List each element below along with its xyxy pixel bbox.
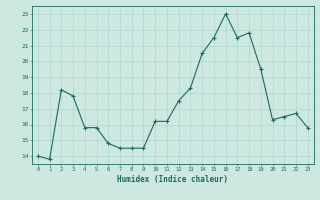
X-axis label: Humidex (Indice chaleur): Humidex (Indice chaleur) xyxy=(117,175,228,184)
